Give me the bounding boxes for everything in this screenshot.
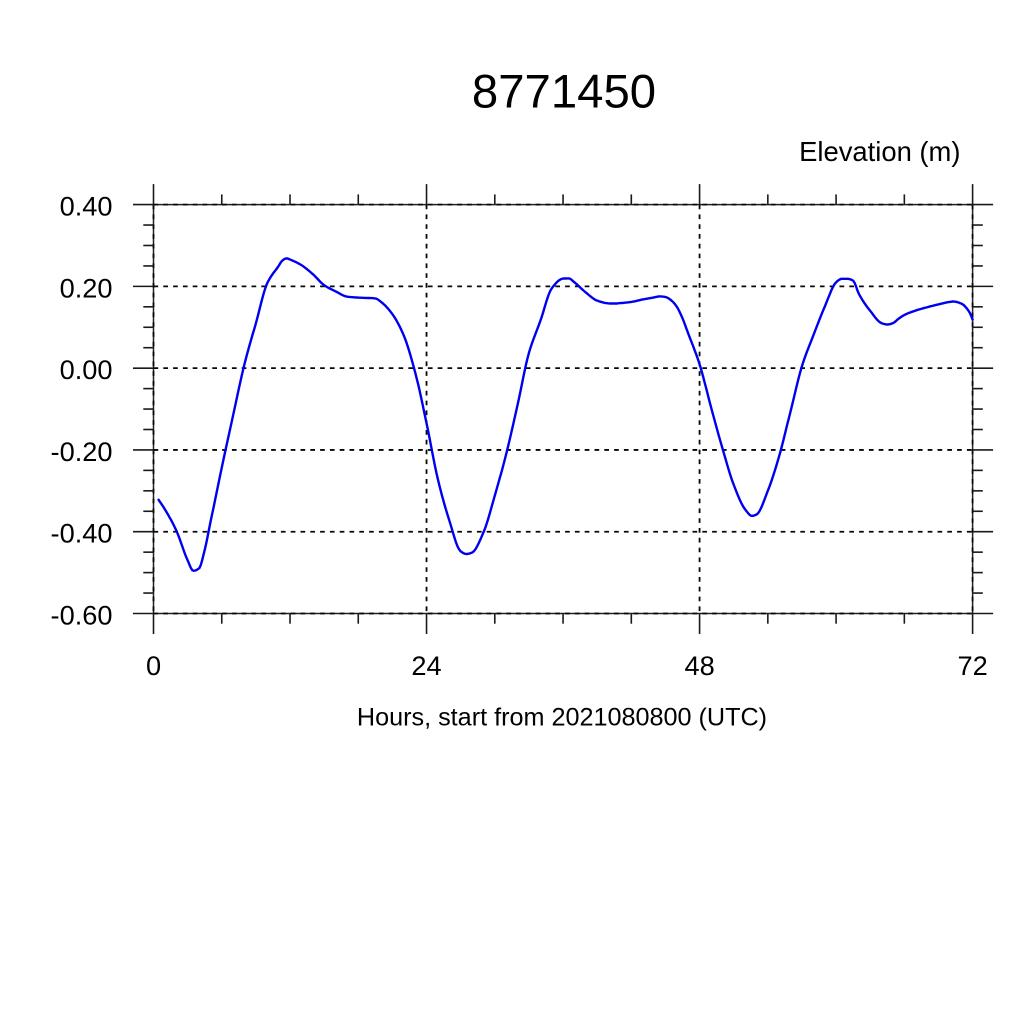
svg-text:Elevation (m): Elevation (m)	[799, 136, 960, 167]
svg-text:-0.60: -0.60	[51, 600, 113, 631]
svg-text:-0.40: -0.40	[51, 518, 113, 549]
svg-text:0.00: 0.00	[60, 354, 113, 385]
svg-text:-0.20: -0.20	[51, 436, 113, 467]
svg-text:0.20: 0.20	[60, 272, 113, 303]
svg-text:0: 0	[146, 650, 161, 681]
svg-text:24: 24	[411, 650, 441, 681]
svg-text:0.40: 0.40	[60, 191, 113, 222]
svg-text:48: 48	[684, 650, 714, 681]
svg-text:Hours, start from 2021080800 (: Hours, start from 2021080800 (UTC)	[357, 704, 767, 732]
svg-text:8771450: 8771450	[472, 66, 656, 119]
svg-text:72: 72	[957, 650, 987, 681]
